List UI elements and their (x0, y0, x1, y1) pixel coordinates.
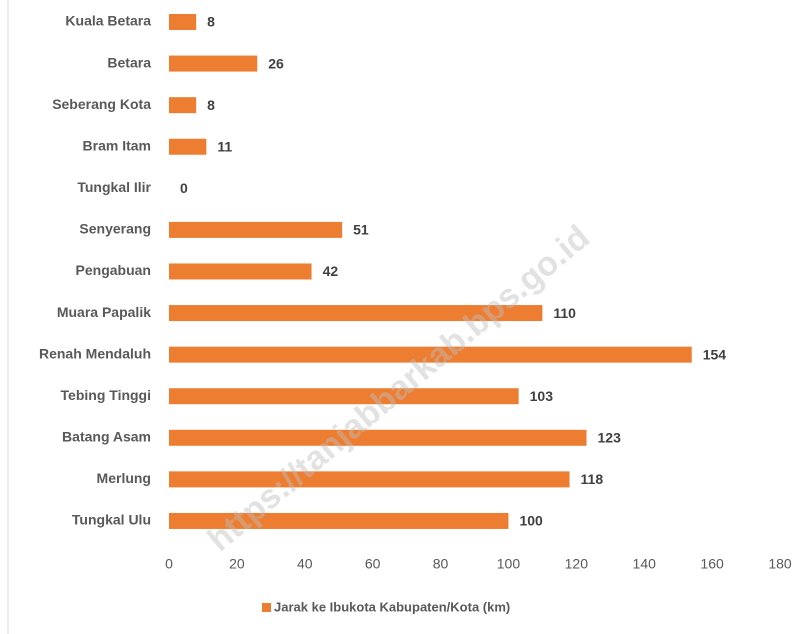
x-tick-label: 180 (768, 556, 792, 572)
bar (169, 221, 343, 238)
bar (169, 14, 197, 30)
value-label: 8 (207, 97, 215, 113)
value-label: 0 (180, 180, 188, 196)
value-label: 42 (323, 263, 339, 279)
y-tick-label: Tungkal Ulu (72, 512, 151, 528)
value-label: 8 (207, 14, 215, 30)
y-tick-label: Seberang Kota (52, 96, 151, 112)
x-tick-label: 80 (433, 556, 449, 572)
value-label: 103 (530, 388, 554, 404)
bar (169, 512, 509, 529)
legend-label: Jarak ke Ibukota Kabupaten/Kota (km) (274, 599, 510, 614)
bar (169, 429, 587, 446)
value-label: 118 (581, 471, 604, 487)
value-label: 11 (217, 138, 232, 154)
y-tick-label: Betara (107, 54, 151, 70)
value-label: 100 (519, 513, 543, 529)
y-tick-label: Senyerang (79, 221, 151, 237)
value-label: 154 (703, 346, 727, 362)
x-tick-label: 20 (229, 556, 245, 572)
y-tick-label: Renah Mendaluh (39, 345, 151, 361)
bar (169, 471, 570, 488)
value-label: 123 (598, 430, 622, 446)
x-tick-label: 120 (565, 556, 589, 572)
bar (169, 97, 197, 114)
x-tick-label: 140 (633, 556, 657, 572)
y-tick-label: Tebing Tinggi (61, 387, 151, 403)
value-label: 51 (353, 222, 369, 238)
x-tick-label: 0 (165, 556, 173, 572)
legend-swatch (262, 603, 271, 612)
x-tick-label: 100 (497, 556, 521, 572)
y-tick-label: Bram Itam (83, 137, 151, 153)
y-tick-label: Pengabuan (76, 262, 151, 278)
value-label: 26 (268, 55, 284, 71)
value-label: 110 (553, 305, 576, 321)
bar (169, 138, 207, 155)
y-tick-label: Batang Asam (62, 429, 151, 445)
bar (169, 388, 519, 405)
bar (169, 55, 258, 72)
y-tick-label: Muara Papalik (57, 304, 151, 320)
bar (169, 305, 543, 322)
x-tick-label: 60 (365, 556, 381, 572)
bar (169, 263, 312, 280)
y-tick-label: Tungkal Ilir (77, 179, 151, 195)
y-tick-label: Merlung (97, 470, 151, 486)
x-tick-label: 160 (700, 556, 724, 572)
y-tick-label: Kuala Betara (65, 13, 151, 29)
bar (169, 346, 692, 363)
x-tick-label: 40 (297, 556, 313, 572)
